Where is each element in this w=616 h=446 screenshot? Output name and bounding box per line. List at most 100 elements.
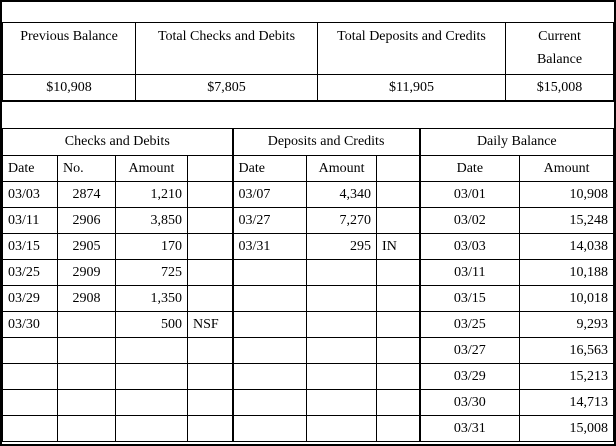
checks-date-cell: 03/03 [2, 181, 58, 208]
daily-amount-cell: 15,008 [519, 415, 614, 442]
checks-no-cell [57, 363, 116, 390]
daily-date-cell: 03/15 [418, 285, 521, 312]
checks-flag-cell [186, 337, 234, 364]
checks-date-cell: 03/30 [2, 311, 58, 338]
checks-no-cell: 2908 [57, 285, 116, 312]
deposits-flag-header [376, 155, 421, 182]
checks-flag-cell [186, 259, 234, 286]
checks-no-cell: 2874 [57, 181, 116, 208]
checks-date-cell [2, 363, 58, 390]
checks-date-cell: 03/15 [2, 233, 58, 260]
deposits-amount-cell [306, 311, 378, 338]
deposits-amount-cell [306, 389, 378, 416]
checks-no-cell [57, 337, 116, 364]
summary-header-row: Previous Balance Total Checks and Debits… [2, 22, 614, 75]
deposits-amount-cell: 295 [306, 233, 378, 260]
ledger-table: Checks and Debits Deposits and Credits D… [2, 128, 614, 442]
checks-amount-cell: 3,850 [115, 207, 188, 234]
ledger-row: 03/29 2908 1,350 03/15 10,018 [2, 285, 614, 312]
deposits-date-cell [231, 415, 308, 442]
checks-flag-cell [186, 285, 234, 312]
checks-date-cell [2, 415, 58, 442]
deposits-flag-cell [376, 363, 421, 390]
checks-flag-header [186, 155, 234, 182]
deposits-amount-cell [306, 363, 378, 390]
daily-date-header: Date [418, 155, 521, 182]
ledger-row: 03/25 2909 725 03/11 10,188 [2, 259, 614, 286]
checks-flag-cell [186, 181, 234, 208]
daily-date-cell: 03/11 [418, 259, 521, 286]
ledger-row: 03/11 2906 3,850 03/27 7,270 03/02 15,248 [2, 207, 614, 234]
daily-date-cell: 03/03 [418, 233, 521, 260]
daily-amount-cell: 15,213 [519, 363, 614, 390]
checks-no-cell [57, 311, 116, 338]
deposits-date-cell [231, 285, 308, 312]
deposits-amount-cell: 4,340 [306, 181, 378, 208]
deposits-flag-cell [376, 415, 421, 442]
total-deposits-credits-value: $11,905 [317, 74, 506, 102]
checks-no-header: No. [57, 155, 116, 182]
ledger-row: 03/15 2905 170 03/31 295 IN 03/03 14,038 [2, 233, 614, 260]
checks-flag-cell [186, 207, 234, 234]
checks-flag-cell [186, 363, 234, 390]
checks-date-cell [2, 337, 58, 364]
checks-amount-cell: 170 [115, 233, 188, 260]
daily-amount-cell: 15,248 [519, 207, 614, 234]
daily-date-cell: 03/30 [418, 389, 521, 416]
deposits-amount-cell [306, 285, 378, 312]
deposits-and-credits-group-header: Deposits and Credits [231, 128, 421, 156]
total-checks-debits-value: $7,805 [135, 74, 318, 102]
checks-flag-cell [186, 233, 234, 260]
deposits-amount-cell [306, 259, 378, 286]
deposits-date-cell: 03/27 [231, 207, 308, 234]
deposits-date-cell: 03/07 [231, 181, 308, 208]
ledger-row: 03/31 15,008 [2, 415, 614, 442]
ledger-row: 03/30 500 NSF 03/25 9,293 [2, 311, 614, 338]
checks-amount-cell: 1,350 [115, 285, 188, 312]
deposits-amount-cell [306, 415, 378, 442]
checks-and-debits-group-header: Checks and Debits [2, 128, 234, 156]
checks-amount-cell: 1,210 [115, 181, 188, 208]
ledger-row: 03/27 16,563 [2, 337, 614, 364]
daily-amount-cell: 14,038 [519, 233, 614, 260]
checks-flag-cell [186, 389, 234, 416]
deposits-date-header: Date [231, 155, 308, 182]
ledger-row: 03/30 14,713 [2, 389, 614, 416]
checks-no-cell: 2909 [57, 259, 116, 286]
daily-amount-cell: 10,188 [519, 259, 614, 286]
deposits-date-cell [231, 311, 308, 338]
daily-date-cell: 03/01 [418, 181, 521, 208]
summary-header-total-checks-debits: Total Checks and Debits [135, 22, 318, 75]
checks-date-cell [2, 389, 58, 416]
deposits-amount-cell [306, 337, 378, 364]
summary-header-previous-balance: Previous Balance [2, 22, 136, 75]
checks-date-cell: 03/29 [2, 285, 58, 312]
checks-no-cell: 2905 [57, 233, 116, 260]
summary-values-row: $10,908 $7,805 $11,905 $15,008 [2, 74, 614, 102]
deposits-amount-cell: 7,270 [306, 207, 378, 234]
ledger-column-header-row: Date No. Amount Date Amount Date Amount [2, 155, 614, 182]
deposits-date-cell: 03/31 [231, 233, 308, 260]
deposits-flag-cell [376, 337, 421, 364]
deposits-date-cell [231, 363, 308, 390]
previous-balance-value: $10,908 [2, 74, 136, 102]
deposits-flag-cell [376, 311, 421, 338]
checks-amount-cell [115, 363, 188, 390]
summary-header-current-balance: Current Balance [505, 22, 614, 75]
ledger-group-header-row: Checks and Debits Deposits and Credits D… [2, 128, 614, 156]
checks-date-cell: 03/25 [2, 259, 58, 286]
daily-balance-group-header: Daily Balance [418, 128, 614, 156]
deposits-flag-cell [376, 181, 421, 208]
deposits-flag-cell: IN [376, 233, 421, 260]
deposits-flag-cell [376, 207, 421, 234]
daily-amount-cell: 14,713 [519, 389, 614, 416]
daily-amount-cell: 10,018 [519, 285, 614, 312]
mid-spacer [2, 102, 614, 128]
checks-no-cell: 2906 [57, 207, 116, 234]
checks-amount-cell [115, 337, 188, 364]
daily-date-cell: 03/25 [418, 311, 521, 338]
summary-table: Previous Balance Total Checks and Debits… [2, 22, 614, 102]
checks-no-cell [57, 389, 116, 416]
deposits-flag-cell [376, 389, 421, 416]
